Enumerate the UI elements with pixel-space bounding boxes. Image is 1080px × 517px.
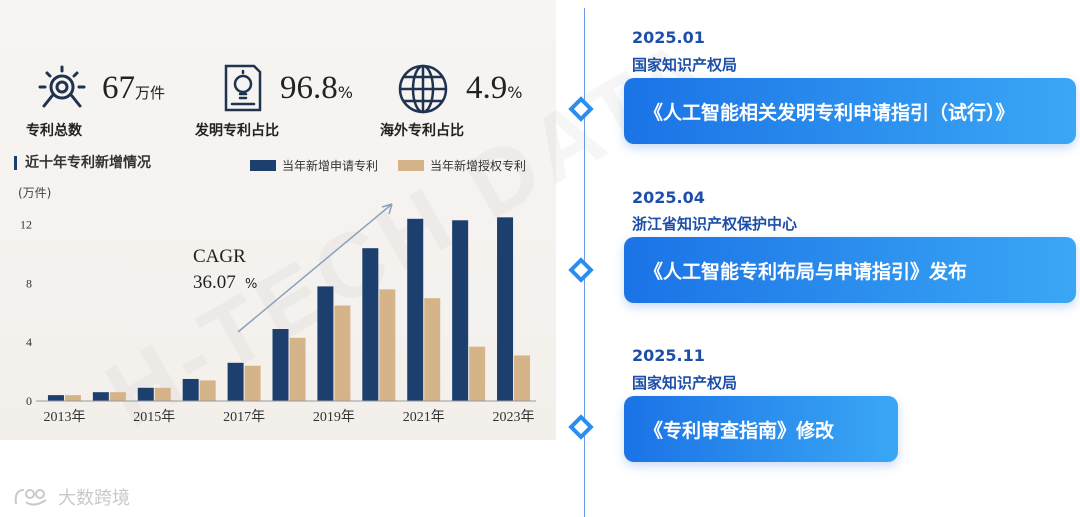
- legend-item-grants: 当年新增授权专利: [398, 157, 526, 174]
- timeline-card-text: 《人工智能专利布局与申请指引》发布: [644, 260, 968, 283]
- bar-applications: [407, 218, 424, 401]
- cagr-value: 36.07: [193, 272, 236, 293]
- x-tick-label: 2019年: [313, 409, 355, 425]
- y-tick-label: 12: [20, 218, 32, 232]
- bar-grants: [199, 380, 216, 401]
- legend-label: 当年新增申请专利: [282, 159, 379, 173]
- logo-icon: [14, 489, 47, 506]
- trend-arrow-head: [381, 203, 393, 215]
- bar-grants: [424, 298, 441, 401]
- y-tick-label: 8: [26, 276, 32, 290]
- stat-unit: %: [337, 83, 353, 102]
- x-tick-label: 2021年: [403, 409, 445, 425]
- bar-applications: [317, 286, 334, 401]
- x-tick-label: 2017年: [223, 409, 265, 425]
- y-axis-label: (万件): [18, 186, 51, 200]
- y-tick-label: 4: [26, 335, 32, 349]
- legend-label: 当年新增授权专利: [430, 159, 527, 173]
- stat-value: 4.9: [466, 70, 508, 106]
- bar-applications: [452, 220, 469, 401]
- timeline-card-text: 《人工智能相关发明专利申请指引（试行）》: [644, 101, 1015, 124]
- x-tick-label: 2015年: [133, 409, 175, 425]
- stat-value: 96.8: [280, 70, 338, 106]
- stat-label: 专利总数: [26, 123, 82, 139]
- timeline-org: 国家知识产权局: [632, 56, 738, 74]
- bar-applications: [92, 392, 109, 401]
- stat-label: 海外专利占比: [380, 123, 464, 139]
- logo-text: 大数跨境: [58, 488, 130, 509]
- bar-grants: [154, 387, 171, 401]
- cagr-label: CAGR: [193, 246, 246, 267]
- timeline-date: 2025.04: [632, 188, 705, 207]
- stat-unit: 万件: [135, 84, 166, 102]
- timeline-org: 浙江省知识产权保护中心: [632, 215, 798, 233]
- x-tick-label: 2023年: [493, 409, 535, 425]
- trend-arrow-line: [237, 203, 393, 333]
- timeline-marker: [568, 414, 594, 440]
- bar-applications: [47, 395, 64, 401]
- bar-applications: [362, 248, 379, 401]
- bar-chart: (万件) 0 4 8 12 2013年 2015年 2017年 2019年 2021年 2023年 C…: [18, 186, 536, 425]
- timeline-card: 《专利审查指南》修改: [624, 396, 898, 462]
- y-tick-label: 0: [26, 394, 32, 408]
- bar-applications: [272, 329, 289, 401]
- bar-grants: [334, 305, 351, 401]
- timeline-card-text: 《专利审查指南》修改: [644, 419, 835, 442]
- brand-logo: 大数跨境: [12, 484, 130, 510]
- timeline-marker: [568, 257, 594, 283]
- lightbulb-document-icon: [224, 64, 262, 112]
- stat-label: 发明专利占比: [195, 123, 279, 139]
- stat-unit: %: [507, 83, 523, 102]
- bar-grants: [289, 337, 306, 401]
- timeline-org: 国家知识产权局: [632, 374, 738, 392]
- timeline-card: 《人工智能相关发明专利申请指引（试行）》: [624, 78, 1076, 144]
- bar-applications: [137, 387, 154, 401]
- legend-swatch: [398, 160, 424, 171]
- stat-value: 67: [102, 70, 135, 106]
- patent-search-icon: [38, 65, 86, 108]
- bar-applications: [227, 362, 244, 401]
- bar-grants: [514, 355, 531, 401]
- bar-grants: [64, 395, 81, 401]
- cagr-unit: %: [245, 277, 257, 292]
- bar-grants: [109, 392, 126, 401]
- legend-item-applications: 当年新增申请专利: [250, 157, 378, 174]
- bar-applications: [497, 217, 514, 401]
- chart-title: 近十年专利新增情况: [14, 156, 151, 170]
- timeline-date: 2025.01: [632, 28, 705, 47]
- timeline-card: 《人工智能专利布局与申请指引》发布: [624, 237, 1076, 303]
- x-tick-label: 2013年: [43, 409, 85, 425]
- legend-swatch: [250, 160, 276, 171]
- bar-grants: [469, 346, 486, 401]
- timeline-date: 2025.11: [632, 346, 705, 365]
- globe-icon: [398, 64, 448, 114]
- bar-applications: [182, 378, 199, 401]
- bar-grants: [379, 289, 396, 401]
- bar-grants: [244, 365, 261, 401]
